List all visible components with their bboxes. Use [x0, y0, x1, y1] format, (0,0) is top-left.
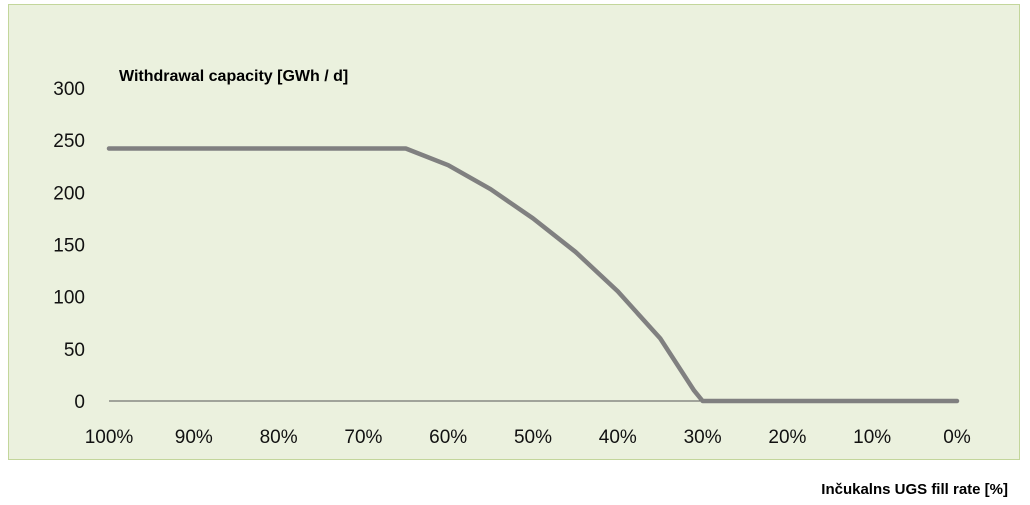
- line-chart: Withdrawal capacity [GWh / d] 0 50 100 150 2…: [53, 68, 971, 448]
- x-tick-label: 30%: [684, 427, 722, 448]
- series-line: [106, 146, 960, 404]
- x-tick-label: 0%: [943, 427, 971, 448]
- series-layer: [106, 146, 960, 404]
- y-axis-ticks: 0 50 100 150 200 250 300: [53, 79, 85, 413]
- x-tick-label: 100%: [85, 427, 134, 448]
- y-axis-label: Withdrawal capacity [GWh / d]: [119, 68, 348, 85]
- x-tick-label: 80%: [260, 427, 298, 448]
- x-tick-label: 60%: [429, 427, 467, 448]
- x-tick-label: 20%: [768, 427, 806, 448]
- x-axis-ticks: 100% 90% 80% 70% 60% 50% 40% 30% 20% 10% 0%: [85, 427, 971, 448]
- x-tick-label: 70%: [344, 427, 382, 448]
- chart-area: Withdrawal capacity [GWh / d] 0 50 100 150 2…: [8, 4, 1020, 460]
- x-tick-label: 10%: [853, 427, 891, 448]
- x-tick-label: 90%: [175, 427, 213, 448]
- y-tick-label: 50: [64, 340, 85, 361]
- y-tick-label: 250: [53, 131, 85, 152]
- y-tick-label: 300: [53, 79, 85, 100]
- x-tick-label: 50%: [514, 427, 552, 448]
- y-tick-label: 100: [53, 288, 85, 309]
- x-tick-label: 40%: [599, 427, 637, 448]
- x-axis-label: Inčukalns UGS fill rate [%]: [821, 481, 1008, 498]
- y-tick-label: 200: [53, 183, 85, 204]
- y-tick-label: 150: [53, 236, 85, 257]
- y-tick-label: 0: [74, 392, 85, 413]
